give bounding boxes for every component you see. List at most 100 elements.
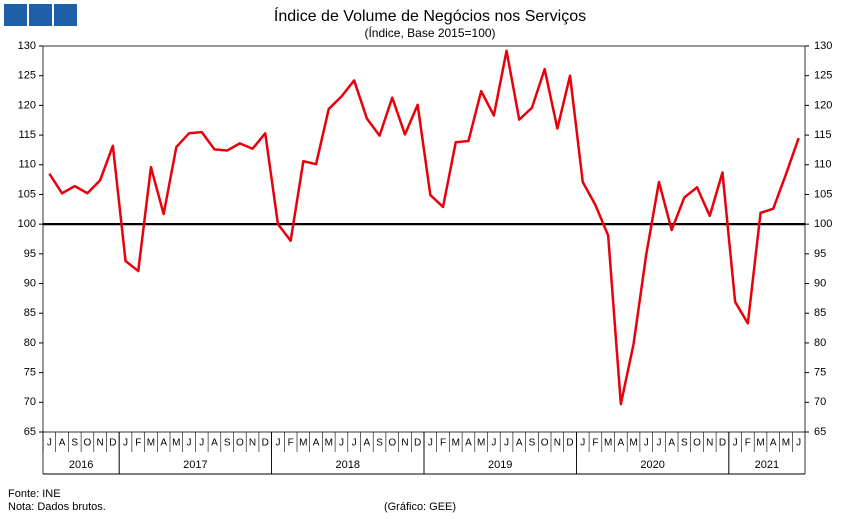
x-tick-label: M <box>477 438 485 449</box>
y2-tick-label: 95 <box>814 248 826 260</box>
data-line <box>48 49 800 406</box>
x-tick-label: J <box>580 438 585 449</box>
y-tick-label: 85 <box>24 307 36 319</box>
x-tick-label: N <box>401 438 408 449</box>
x-tick-label: S <box>224 438 231 449</box>
source: Fonte: INE <box>8 488 61 500</box>
y2-tick-label: 110 <box>814 159 832 171</box>
y2-tick-label: 100 <box>814 218 832 230</box>
x-tick-label: M <box>756 438 764 449</box>
x-tick-label: O <box>693 438 701 449</box>
x-tick-label: F <box>135 438 141 449</box>
x-tick-label: M <box>604 438 612 449</box>
x-tick-label: A <box>516 438 523 449</box>
x-tick-label: J <box>428 438 433 449</box>
x-tick-label: A <box>668 438 675 449</box>
credit: (Gráfico: GEE) <box>384 501 456 513</box>
x-tick-label: N <box>706 438 713 449</box>
y-tick-label: 120 <box>18 99 36 111</box>
x-tick-label: M <box>452 438 460 449</box>
x-tick-label: S <box>529 438 536 449</box>
x-tick-label: J <box>352 438 357 449</box>
x-tick-label: A <box>770 438 777 449</box>
x-tick-label: A <box>364 438 371 449</box>
x-tick-label: A <box>211 438 218 449</box>
x-tick-label: J <box>339 438 344 449</box>
x-tick-label: J <box>504 438 509 449</box>
x-tick-label: J <box>275 438 280 449</box>
x-tick-label: N <box>97 438 104 449</box>
y2-tick-label: 85 <box>814 307 826 319</box>
x-tick-label: M <box>782 438 790 449</box>
y2-tick-label: 115 <box>814 129 832 141</box>
logo-square <box>4 4 27 26</box>
y2-tick-label: 130 <box>814 40 832 52</box>
x-tick-label: F <box>440 438 446 449</box>
y2-tick-label: 120 <box>814 99 832 111</box>
logo-square <box>54 4 77 26</box>
plot-frame <box>42 45 806 433</box>
x-tick-label: O <box>236 438 244 449</box>
x-tick-label: J <box>656 438 661 449</box>
x-tick-label: F <box>592 438 598 449</box>
y-tick-label: 90 <box>24 277 36 289</box>
x-tick-label: F <box>288 438 294 449</box>
x-tick-label: S <box>681 438 688 449</box>
group-label: 2018 <box>336 459 360 471</box>
x-tick-label: A <box>59 438 66 449</box>
x-tick-label: J <box>733 438 738 449</box>
x-tick-label: N <box>249 438 256 449</box>
chart-title: Índice de Volume de Negócios nos Serviço… <box>274 6 586 25</box>
x-tick-label: D <box>719 438 726 449</box>
y2-tick-label: 105 <box>814 188 832 200</box>
x-tick-label: J <box>187 438 192 449</box>
x-tick-label: N <box>554 438 561 449</box>
x-tick-label: O <box>541 438 549 449</box>
x-tick-label: A <box>160 438 167 449</box>
x-tick-label: M <box>147 438 155 449</box>
group-label: 2021 <box>755 459 779 471</box>
note: Nota: Dados brutos. <box>8 501 106 513</box>
x-tick-label: J <box>796 438 801 449</box>
y-tick-label: 65 <box>24 426 36 438</box>
y-tick-label: 110 <box>18 159 36 171</box>
x-tick-label: J <box>491 438 496 449</box>
y2-tick-label: 80 <box>814 337 826 349</box>
x-tick-label: M <box>325 438 333 449</box>
y-tick-label: 105 <box>18 188 36 200</box>
logo-square <box>29 4 52 26</box>
x-tick-label: M <box>629 438 637 449</box>
y-tick-label: 75 <box>24 367 36 379</box>
x-tick-label: D <box>262 438 269 449</box>
y2-tick-label: 125 <box>814 70 832 82</box>
x-tick-label: O <box>84 438 92 449</box>
y2-tick-label: 75 <box>814 367 826 379</box>
x-tick-label: D <box>414 438 421 449</box>
x-tick-label: M <box>299 438 307 449</box>
group-label: 2020 <box>640 459 664 471</box>
x-tick-label: M <box>172 438 180 449</box>
y2-tick-label: 70 <box>814 396 826 408</box>
x-tick-label: A <box>465 438 472 449</box>
y2-tick-label: 65 <box>814 426 826 438</box>
x-tick-label: J <box>644 438 649 449</box>
group-label: 2016 <box>69 459 93 471</box>
chart-subtitle: (Índice, Base 2015=100) <box>364 25 495 40</box>
x-tick-label: S <box>376 438 383 449</box>
y-tick-label: 130 <box>18 40 36 52</box>
x-tick-label: F <box>745 438 751 449</box>
y-tick-label: 115 <box>18 129 36 141</box>
x-tick-label: A <box>618 438 625 449</box>
x-tick-label: A <box>313 438 320 449</box>
x-tick-label: O <box>388 438 396 449</box>
x-tick-label: S <box>71 438 78 449</box>
y-tick-label: 95 <box>24 248 36 260</box>
y-tick-label: 80 <box>24 337 36 349</box>
x-tick-label: J <box>47 438 52 449</box>
x-tick-label: D <box>109 438 116 449</box>
y-tick-label: 100 <box>18 218 36 230</box>
group-label: 2019 <box>488 459 512 471</box>
x-tick-label: J <box>123 438 128 449</box>
x-tick-label: J <box>199 438 204 449</box>
